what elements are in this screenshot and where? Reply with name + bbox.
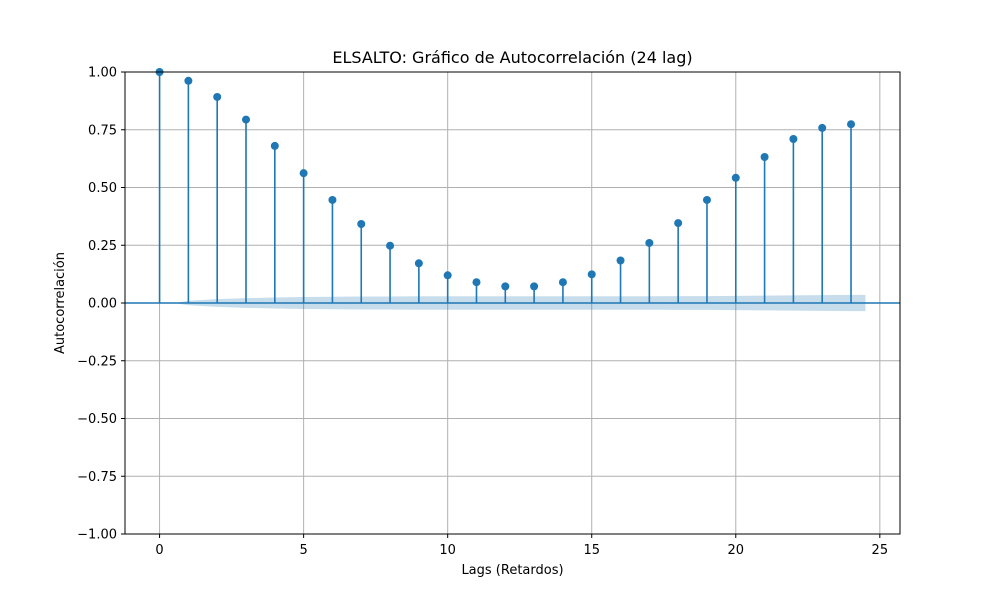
acf-point	[472, 278, 481, 287]
x-tick-label: 15	[583, 543, 600, 558]
acf-point	[299, 169, 308, 178]
y-tick-label: 0.50	[88, 181, 117, 196]
acf-point	[847, 120, 856, 129]
y-axis-title: Autocorrelación	[53, 252, 68, 354]
acf-point	[818, 123, 827, 132]
y-tick-label: 1.00	[88, 66, 117, 81]
x-axis-title: Lags (Retardos)	[461, 563, 563, 578]
acf-point	[443, 271, 452, 280]
acf-point	[674, 219, 683, 228]
x-tick-label: 20	[728, 543, 745, 558]
acf-point	[789, 134, 798, 143]
tick-layer: 0 5 10 15 20 25 1.00 0.75 0.50 0.25 0.00 −0.25 −0.50…	[77, 66, 888, 559]
acf-point	[184, 76, 193, 85]
acf-point	[386, 241, 395, 250]
acf-point	[731, 173, 740, 182]
acf-point	[357, 219, 366, 228]
acf-point	[558, 278, 567, 287]
acf-point	[530, 282, 539, 291]
chart-title: ELSALTO: Gráfico de Autocorrelación (24 …	[332, 48, 692, 67]
y-tick-label: −1.00	[77, 528, 117, 543]
y-tick-label: 0.75	[88, 123, 117, 138]
acf-point	[587, 270, 596, 279]
acf-point	[760, 153, 769, 162]
x-tick-label: 0	[155, 543, 163, 558]
point-layer	[155, 68, 856, 291]
acf-point	[645, 238, 654, 247]
acf-point	[702, 195, 711, 204]
y-tick-label: −0.25	[77, 354, 117, 369]
stem-layer	[158, 72, 852, 303]
y-tick-label: 0.00	[88, 297, 117, 312]
x-tick-label: 5	[299, 543, 307, 558]
acf-point	[501, 282, 510, 291]
acf-point	[328, 195, 337, 204]
acf-point	[616, 256, 625, 265]
acf-point	[242, 115, 251, 124]
acf-point	[270, 141, 279, 150]
acf-point	[414, 259, 423, 268]
y-tick-label: −0.75	[77, 470, 117, 485]
acf-point	[213, 92, 222, 101]
y-tick-label: −0.50	[77, 412, 117, 427]
y-tick-label: 0.25	[88, 239, 117, 254]
x-tick-label: 25	[872, 543, 889, 558]
x-tick-label: 10	[439, 543, 456, 558]
